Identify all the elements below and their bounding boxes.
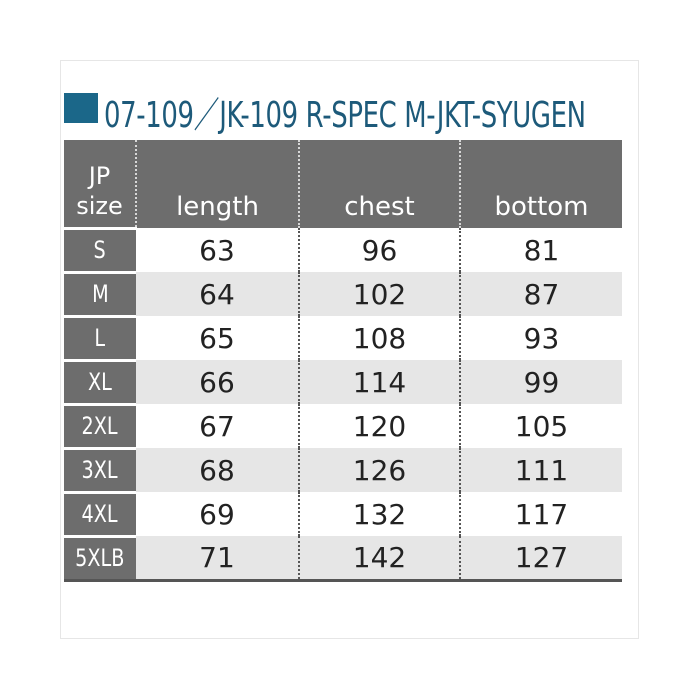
length-cell: 64 (136, 272, 299, 316)
size-label: 5XLB (75, 544, 125, 572)
size-label: L (94, 324, 106, 352)
size-cell: L (64, 314, 136, 360)
table-row: L 65 108 93 (64, 314, 622, 360)
bottom-cell: 99 (459, 360, 622, 404)
chest-cell: 120 (298, 404, 460, 448)
size-chart-card (60, 60, 639, 639)
table-row: S 63 96 81 (64, 226, 622, 272)
table-row: 3XL 68 126 111 (64, 446, 622, 492)
length-cell: 67 (199, 409, 235, 443)
size-cell: 2XL (64, 402, 136, 448)
header-length: length (135, 140, 299, 228)
title-square-icon (64, 93, 98, 123)
header-size: size (76, 191, 123, 220)
length-cell: 69 (199, 497, 235, 531)
page-title: 07-109／JK-109 R-SPEC M-JKT-SYUGEN (104, 95, 586, 136)
length-cell: 68 (136, 448, 299, 492)
size-cell: 4XL (64, 490, 136, 536)
size-cell: 5XLB (64, 534, 136, 582)
size-table: JP size length chest bottom S 63 96 81 M 64 102… (64, 140, 622, 582)
table-row: 2XL 67 120 105 (64, 402, 622, 448)
header-row: JP size length chest bottom (64, 140, 622, 228)
bottom-cell: 105 (459, 404, 622, 448)
size-label: M (91, 280, 109, 308)
size-cell: M (64, 270, 136, 316)
bottom-cell: 127 (459, 536, 622, 582)
length-cell: 65 (199, 321, 235, 355)
header-chest: chest (298, 140, 460, 228)
chest-cell: 114 (298, 360, 460, 404)
chest-cell: 126 (298, 448, 460, 492)
bottom-cell: 93 (459, 316, 622, 360)
length-cell: 63 (199, 233, 235, 267)
bottom-cell: 111 (459, 448, 622, 492)
header-jp: JP (88, 161, 111, 190)
size-cell: S (64, 226, 136, 272)
size-label: 3XL (81, 456, 119, 484)
table-row: XL 66 114 99 (64, 358, 622, 404)
size-label: XL (88, 368, 112, 396)
size-label: S (93, 236, 107, 264)
chest-cell: 108 (298, 316, 460, 360)
length-cell: 71 (136, 536, 299, 582)
table-row: M 64 102 87 (64, 270, 622, 316)
header-bottom: bottom (459, 140, 622, 228)
size-label: 2XL (81, 412, 119, 440)
bottom-cell: 81 (459, 228, 622, 272)
length-cell: 66 (136, 360, 299, 404)
chest-cell: 96 (298, 228, 460, 272)
table-row: 5XLB 71 142 127 (64, 534, 622, 582)
size-cell: XL (64, 358, 136, 404)
size-label: 4XL (81, 500, 119, 528)
bottom-cell: 117 (459, 492, 622, 536)
bottom-cell: 87 (459, 272, 622, 316)
chest-cell: 132 (298, 492, 460, 536)
size-cell: 3XL (64, 446, 136, 492)
header-jp-size: JP size (64, 140, 136, 228)
chest-cell: 102 (298, 272, 460, 316)
table-row: 4XL 69 132 117 (64, 490, 622, 536)
chest-cell: 142 (298, 536, 460, 582)
